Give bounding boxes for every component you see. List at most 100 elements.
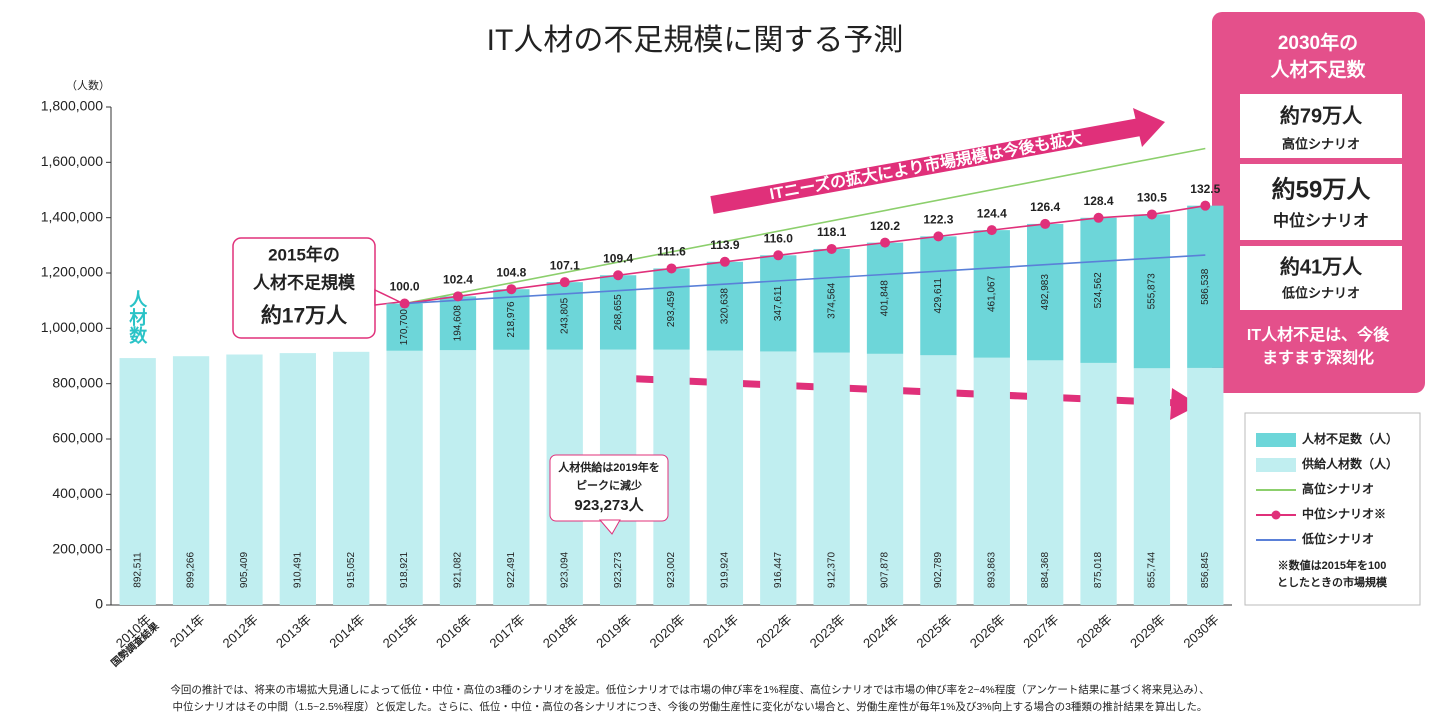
line-4 xyxy=(404,254,1206,305)
bar-shortage xyxy=(813,248,850,353)
bar-shortage xyxy=(866,242,904,354)
x-tick-label: 2028年 xyxy=(1074,612,1115,651)
bar-shortage xyxy=(599,275,637,350)
panel-amount: 約41万人 xyxy=(1280,254,1363,278)
bar-label: 401,848 xyxy=(880,280,891,317)
panel-label: 中位シナリオ xyxy=(1273,211,1369,230)
panel-title: 2030年の xyxy=(1278,31,1358,54)
bar-label: 899,266 xyxy=(186,551,197,588)
bar-supply xyxy=(866,353,904,605)
point-label: 100.0 xyxy=(390,280,420,294)
bar-label: 916,447 xyxy=(773,551,784,588)
bar-label: 586,538 xyxy=(1200,268,1211,305)
line-point xyxy=(559,277,570,288)
y-tick-label: 1,400,000 xyxy=(41,208,103,224)
x-tick-label: 2015年 xyxy=(380,612,421,651)
panel-amount: 約79万人 xyxy=(1280,103,1363,127)
line-point xyxy=(666,263,677,274)
panel-amount: 約59万人 xyxy=(1272,175,1371,203)
chart-title: IT人材の不足規模に関する予測 xyxy=(487,24,904,57)
y-tick-label: 1,800,000 xyxy=(41,98,103,114)
line-point xyxy=(933,231,944,242)
callout-text: 人材供給は2019年を xyxy=(558,460,659,474)
line-point xyxy=(399,298,410,309)
bar-label: 243,805 xyxy=(559,297,570,334)
bar-label: 218,976 xyxy=(506,301,517,338)
bar-label: 919,924 xyxy=(720,551,731,588)
bar-label: 524,562 xyxy=(1093,272,1104,309)
line-point xyxy=(773,250,784,261)
bar-shortage xyxy=(386,303,423,351)
line-point xyxy=(719,256,730,267)
line-point xyxy=(452,291,463,302)
panel-box xyxy=(1240,246,1402,310)
point-label: 109.4 xyxy=(603,251,633,265)
legend-label: 高位シナリオ xyxy=(1302,481,1374,496)
bar-label: 910,491 xyxy=(292,551,303,588)
x-tick-label: 2019年 xyxy=(593,612,634,651)
bar-label: 905,409 xyxy=(239,551,250,588)
x-tick-label: 2013年 xyxy=(273,612,314,651)
legend-label: 人材不足数（人） xyxy=(1302,431,1398,446)
bar-supply xyxy=(1133,368,1171,605)
bar-supply xyxy=(1080,362,1117,605)
point-label: 120.2 xyxy=(870,219,900,233)
point-label: 126.4 xyxy=(1030,200,1060,214)
arrowhead xyxy=(1170,388,1199,420)
callout-text: 2015年の xyxy=(268,244,340,264)
x-tick-label: 2020年 xyxy=(647,612,688,651)
bar-supply xyxy=(813,352,850,605)
legend-label: 供給人材数（人） xyxy=(1301,456,1398,471)
bar-label: 907,878 xyxy=(880,551,891,588)
legend xyxy=(1244,412,1421,606)
bar-label: 902,789 xyxy=(933,551,944,588)
line-point xyxy=(1040,218,1051,229)
bar-label: 194,608 xyxy=(453,305,464,342)
bar-supply xyxy=(119,358,156,605)
line-point xyxy=(613,270,624,281)
x-tick-label: 2018年 xyxy=(540,612,581,651)
bar-supply xyxy=(439,350,477,605)
panel-title: 人材不足数 xyxy=(1270,58,1366,81)
overlay: 100.0 102.4 104.8 107.1 109.4 111.6 113.9 116.0… xyxy=(127,182,1398,589)
y-tick-label: 0 xyxy=(95,596,103,612)
bar-supply xyxy=(386,350,423,605)
bar-shortage xyxy=(973,230,1010,358)
y-tick-label: 600,000 xyxy=(52,430,103,446)
y-tick-label: 1,200,000 xyxy=(41,264,103,280)
panel-box xyxy=(1240,94,1402,158)
y-tick-label: 400,000 xyxy=(52,485,103,501)
panel-conclusion: ますます深刻化 xyxy=(1262,348,1374,367)
line-point xyxy=(826,243,837,254)
bar-label: 922,491 xyxy=(506,551,517,588)
bar-shortage xyxy=(1133,214,1171,369)
y-tick-label: 1,600,000 xyxy=(41,153,103,169)
bar-shortage xyxy=(1027,223,1064,361)
point-label: 113.9 xyxy=(710,238,740,252)
x-tick-label: 2022年 xyxy=(753,612,794,651)
x-tick-label: 2025年 xyxy=(914,612,955,651)
panel-box xyxy=(1240,164,1402,240)
bar-shortage xyxy=(1187,205,1224,368)
bar-supply xyxy=(493,349,530,605)
people-label: 人材数 xyxy=(127,290,147,345)
point-label: 107.1 xyxy=(550,258,580,272)
bar-shortage xyxy=(493,289,530,350)
bar-label: 347,611 xyxy=(773,285,784,321)
y-tick-label: 1,000,000 xyxy=(41,319,103,335)
arrow xyxy=(710,118,1142,214)
x-tick-label: 2026年 xyxy=(967,612,1008,651)
x-tick-label: 2016年 xyxy=(433,612,474,651)
x-tick-label: 2011年 xyxy=(167,612,207,651)
legend-note: としたときの市場規模 xyxy=(1277,575,1388,589)
x-tick-label: 2017年 xyxy=(486,612,527,651)
bar-shortage xyxy=(760,255,797,352)
bar-label: 893,863 xyxy=(986,551,997,588)
point-label: 116.0 xyxy=(764,231,794,245)
panel-conclusion: IT人材不足は、今後 xyxy=(1247,325,1390,344)
point-label: 130.5 xyxy=(1137,191,1167,205)
bar-label: 875,018 xyxy=(1093,551,1104,588)
legend-swatch xyxy=(1256,433,1296,447)
bar-supply xyxy=(1187,367,1224,605)
